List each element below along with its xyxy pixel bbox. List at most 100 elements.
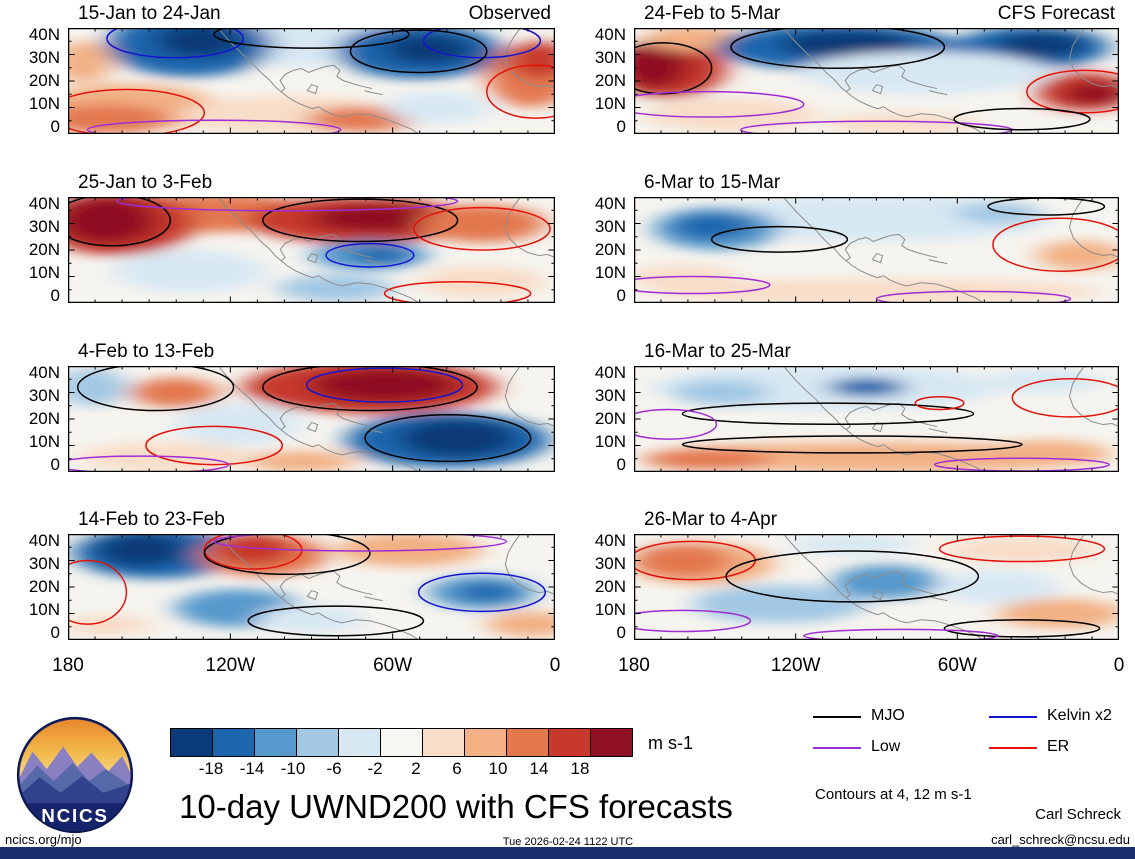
contour-low <box>634 409 716 439</box>
x-axis-label: 120W <box>770 655 821 676</box>
panel-titlebar: 25-Jan to 3-Feb <box>78 172 551 194</box>
y-axis-label: 10N <box>594 600 626 619</box>
contour-er <box>414 208 550 250</box>
contour-kelvin <box>419 573 546 611</box>
colorbar-level-label: -14 <box>239 759 265 778</box>
panel-title: 15-Jan to 24-Jan <box>78 3 221 24</box>
y-axis-label: 30N <box>28 554 60 573</box>
map-panel <box>68 366 555 472</box>
panel-column-header: Observed <box>468 3 551 24</box>
map-border <box>69 29 555 134</box>
contour-low <box>634 277 770 294</box>
contour-er <box>487 65 555 118</box>
y-axis-label: 20N <box>594 71 626 90</box>
y-axis-label: 40N <box>594 363 626 382</box>
y-axis-label: 40N <box>28 25 60 44</box>
map-panel <box>634 534 1119 640</box>
anomaly-field <box>68 534 555 637</box>
contour-mjo <box>683 436 1023 453</box>
panel-titlebar: 15-Jan to 24-Jan Observed <box>78 3 551 25</box>
coastlines <box>218 534 555 640</box>
y-axis-label: 10N <box>594 94 626 113</box>
y-axis-label: 30N <box>594 386 626 405</box>
contour-low <box>117 197 458 211</box>
y-axis-label: 20N <box>594 240 626 259</box>
colorbar-level-label: 10 <box>488 759 508 778</box>
anomaly-field <box>634 197 1119 303</box>
map-border <box>69 198 555 303</box>
panel-title: 26-Mar to 4-Apr <box>644 509 778 530</box>
legend-line-er <box>989 747 1037 749</box>
y-axis-label: 0 <box>616 286 626 305</box>
colorbar-level-label: -10 <box>280 759 306 778</box>
y-axis-label: 30N <box>28 386 60 405</box>
anomaly-field <box>68 197 546 302</box>
panel-title: 14-Feb to 23-Feb <box>78 509 225 530</box>
legend-label-er: ER <box>1047 738 1070 755</box>
y-axis-label: 20N <box>28 240 60 259</box>
y-axis-label: 0 <box>616 623 626 642</box>
legend-label-low: Low <box>871 738 901 755</box>
contour-mjo <box>263 366 477 411</box>
y-axis-label: 0 <box>616 455 626 474</box>
contour-mjo <box>634 43 712 94</box>
colorbar-cell <box>297 729 339 756</box>
y-axis-label: 30N <box>594 217 626 236</box>
colorbar-level-label: 2 <box>411 759 421 778</box>
author-email: carl_schreck@ncsu.edu <box>991 832 1130 847</box>
coastlines <box>218 28 555 134</box>
contour-note: Contours at 4, 12 m s-1 <box>815 786 972 803</box>
x-axis-label: 180 <box>618 655 650 676</box>
wave-contours <box>68 28 555 134</box>
logo-text: NCICS <box>41 805 109 826</box>
y-axis-label: 30N <box>28 217 60 236</box>
map-panel <box>634 197 1119 303</box>
x-axis-label: 0 <box>1113 655 1125 676</box>
y-axis-label: 10N <box>28 263 60 282</box>
colorbar-level-label: 6 <box>452 759 462 778</box>
contour-mjo <box>263 199 458 241</box>
colorbar-cell <box>591 729 632 756</box>
panel-column-header: CFS Forecast <box>997 3 1115 24</box>
y-axis-label: 10N <box>594 432 626 451</box>
panel-titlebar: 14-Feb to 23-Feb <box>78 509 551 531</box>
panel-titlebar: 24-Feb to 5-Mar CFS Forecast <box>644 3 1115 25</box>
footer-bar <box>0 847 1135 859</box>
anomaly-field <box>634 534 1119 629</box>
colorbar-level-label: -18 <box>198 759 224 778</box>
author-name: Carl Schreck <box>1035 806 1121 823</box>
wave-contours <box>68 197 550 303</box>
panel-titlebar: 26-Mar to 4-Apr <box>644 509 1115 531</box>
contour-mjo <box>350 30 486 72</box>
x-axis-label: 60W <box>373 655 413 676</box>
map-panel <box>68 197 555 303</box>
contour-kelvin <box>424 28 541 58</box>
x-axis-label: 120W <box>205 655 256 676</box>
coastlines <box>218 366 555 472</box>
colorbar <box>170 728 633 757</box>
colorbar-cell <box>507 729 549 756</box>
map-border <box>635 29 1119 134</box>
colorbar-cell <box>465 729 507 756</box>
wave-contours <box>68 534 545 636</box>
ncics-logo: NCICS <box>16 716 134 834</box>
contour-er <box>68 89 204 134</box>
y-axis-label: 40N <box>28 194 60 213</box>
y-axis-label: 40N <box>594 531 626 550</box>
panel-title: 4-Feb to 13-Feb <box>78 341 215 362</box>
legend-line-low <box>813 747 861 749</box>
y-axis-label: 0 <box>50 623 60 642</box>
y-axis-label: 30N <box>594 554 626 573</box>
panel-titlebar: 16-Mar to 25-Mar <box>644 341 1115 363</box>
colorbar-cell <box>549 729 591 756</box>
y-axis-label: 0 <box>50 286 60 305</box>
contour-mjo <box>248 606 423 636</box>
y-axis-label: 30N <box>594 48 626 67</box>
colorbar-level-label: -6 <box>326 759 342 778</box>
coastlines <box>784 197 1119 303</box>
y-axis-label: 20N <box>594 409 626 428</box>
map-border <box>635 535 1119 640</box>
y-axis-label: 40N <box>28 531 60 550</box>
map-panel <box>68 534 555 640</box>
